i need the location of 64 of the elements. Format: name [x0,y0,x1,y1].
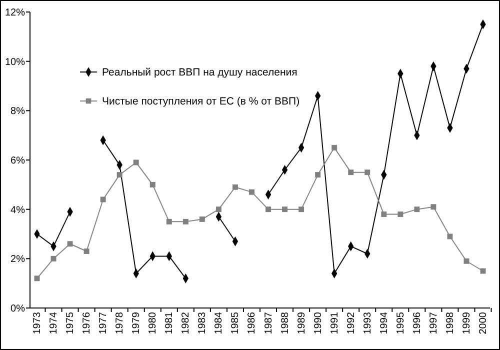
y-tick-label: 6% [10,156,26,166]
x-tick-label: 1992 [346,312,357,334]
point [348,170,354,176]
point [282,206,288,212]
x-tick-label: 1998 [444,312,456,334]
point [381,212,387,218]
point [232,184,238,190]
y-tick-label: 12% [4,8,26,18]
point [398,212,404,218]
point [430,204,436,210]
x-tick-label: 1996 [412,312,423,334]
point [447,234,453,240]
x-tick-label: 1997 [428,312,440,334]
x-tick-label: 1981 [164,312,176,334]
y-tick-label: 2% [10,254,26,266]
point [249,189,254,195]
point [266,206,271,212]
point [414,206,420,212]
point [34,276,40,282]
point [182,218,188,224]
point [315,172,321,178]
x-tick-label: 1983 [197,312,208,334]
point [166,218,172,224]
y-tick-label: 0% [10,304,26,314]
legend-label: Чистые поступления от ЕС (в % от ВВП) [102,96,300,108]
point [150,182,156,188]
x-tick-label: 1989 [296,312,308,334]
point [50,256,56,262]
point [100,196,106,202]
x-tick-label: 1974 [48,312,60,334]
y-tick-label: 8% [10,106,26,118]
x-tick-label: 1999 [461,312,472,334]
y-tick-label: 4% [10,204,26,216]
x-tick-label: 1988 [280,312,291,334]
x-tick-label: 1980 [148,312,159,334]
x-tick-label: 1979 [131,312,142,334]
x-tick-label: 2000 [478,312,489,334]
x-tick-label: 1993 [362,312,374,334]
point [464,258,470,264]
x-tick-label: 1975 [65,312,76,334]
x-tick-label: 1986 [246,312,258,334]
x-tick-label: 1987 [263,312,274,334]
x-tick-label: 1991 [329,312,340,334]
legend-label: Реальный рост ВВП на душу населения [102,66,298,79]
x-tick-label: 1977 [98,312,110,334]
point [67,241,73,247]
x-tick-label: 1990 [312,312,324,334]
x-tick-label: 1995 [395,312,406,334]
x-tick-label: 1984 [214,312,225,334]
point [364,170,370,176]
x-tick-label: 1976 [82,312,93,334]
point [84,248,90,254]
point [116,172,122,178]
y-tick-label: 10% [4,56,26,68]
x-tick-label: 1978 [114,312,126,334]
point [216,206,222,212]
x-tick-label: 1994 [378,312,390,334]
x-tick-label: 1973 [32,312,43,334]
x-tick-label: 1985 [230,312,242,334]
x-tick-label: 1982 [180,312,192,334]
point [133,160,139,166]
point [298,206,304,212]
point [332,144,338,150]
point [199,216,205,222]
